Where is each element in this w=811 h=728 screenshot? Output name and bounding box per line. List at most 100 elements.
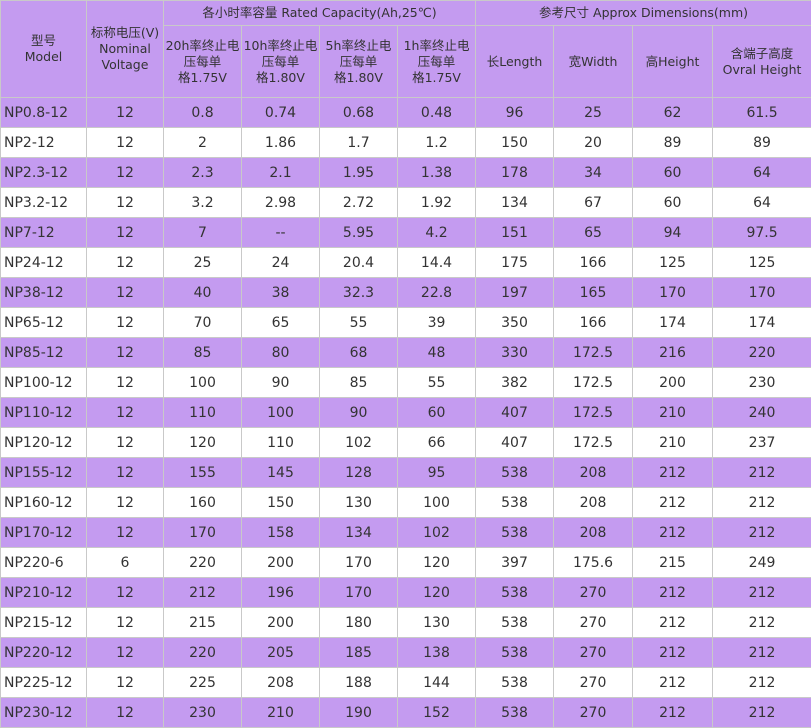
cell-width: 172.5	[554, 368, 633, 398]
cell-length: 407	[476, 428, 554, 458]
cell-width: 65	[554, 218, 633, 248]
header-model: 型号 Model	[1, 1, 87, 98]
cell-cap-20h: 220	[164, 548, 242, 578]
cell-cap-10h: 24	[242, 248, 320, 278]
cell-length: 397	[476, 548, 554, 578]
header-capacity-col-1-line: 压每单	[242, 54, 319, 70]
header-capacity-col-0-line: 压每单	[164, 54, 241, 70]
cell-cap-5h: 2.72	[320, 188, 398, 218]
cell-cap-10h: 90	[242, 368, 320, 398]
cell-cap-1h: 95	[398, 458, 476, 488]
cell-voltage: 12	[87, 398, 164, 428]
cell-voltage: 12	[87, 698, 164, 728]
cell-cap-10h: 80	[242, 338, 320, 368]
cell-model: NP155-12	[1, 458, 87, 488]
cell-cap-5h: 128	[320, 458, 398, 488]
header-capacity-col-2-line: 5h率终止电	[320, 38, 397, 54]
cell-cap-10h: 158	[242, 518, 320, 548]
cell-cap-10h: 210	[242, 698, 320, 728]
cell-overall-height: 212	[713, 518, 811, 548]
cell-cap-5h: 90	[320, 398, 398, 428]
cell-overall-height: 64	[713, 158, 811, 188]
cell-cap-10h: 38	[242, 278, 320, 308]
header-model-en: Model	[1, 49, 86, 65]
cell-overall-height: 212	[713, 458, 811, 488]
cell-cap-10h: 65	[242, 308, 320, 338]
cell-length: 538	[476, 488, 554, 518]
cell-voltage: 12	[87, 338, 164, 368]
cell-cap-20h: 110	[164, 398, 242, 428]
cell-cap-10h: 100	[242, 398, 320, 428]
cell-width: 67	[554, 188, 633, 218]
cell-height: 62	[633, 98, 713, 128]
cell-height: 212	[633, 488, 713, 518]
cell-width: 20	[554, 128, 633, 158]
cell-height: 212	[633, 608, 713, 638]
cell-cap-20h: 3.2	[164, 188, 242, 218]
cell-cap-5h: 134	[320, 518, 398, 548]
cell-length: 175	[476, 248, 554, 278]
cell-height: 216	[633, 338, 713, 368]
cell-length: 330	[476, 338, 554, 368]
cell-length: 197	[476, 278, 554, 308]
cell-height: 210	[633, 428, 713, 458]
cell-model: NP210-12	[1, 578, 87, 608]
cell-overall-height: 230	[713, 368, 811, 398]
cell-model: NP3.2-12	[1, 188, 87, 218]
cell-cap-20h: 70	[164, 308, 242, 338]
cell-cap-20h: 2	[164, 128, 242, 158]
cell-cap-1h: 66	[398, 428, 476, 458]
cell-length: 538	[476, 608, 554, 638]
cell-cap-10h: 0.74	[242, 98, 320, 128]
cell-voltage: 6	[87, 548, 164, 578]
cell-width: 34	[554, 158, 633, 188]
header-dimension-col-0-line: 长Length	[476, 54, 553, 70]
cell-length: 151	[476, 218, 554, 248]
cell-height: 125	[633, 248, 713, 278]
cell-cap-1h: 60	[398, 398, 476, 428]
cell-overall-height: 212	[713, 638, 811, 668]
cell-width: 172.5	[554, 398, 633, 428]
header-model-cn: 型号	[1, 33, 86, 49]
cell-height: 212	[633, 698, 713, 728]
cell-voltage: 12	[87, 278, 164, 308]
header-capacity-col-3: 1h率终止电压每单格1.75V	[398, 26, 476, 98]
cell-cap-20h: 0.8	[164, 98, 242, 128]
cell-cap-10h: 2.1	[242, 158, 320, 188]
cell-length: 96	[476, 98, 554, 128]
cell-width: 172.5	[554, 338, 633, 368]
cell-cap-10h: 205	[242, 638, 320, 668]
cell-height: 212	[633, 638, 713, 668]
cell-length: 382	[476, 368, 554, 398]
cell-cap-20h: 212	[164, 578, 242, 608]
cell-height: 60	[633, 158, 713, 188]
cell-width: 208	[554, 488, 633, 518]
cell-cap-20h: 225	[164, 668, 242, 698]
header-dimension-col-3-line: 含端子高度	[713, 46, 811, 62]
cell-length: 150	[476, 128, 554, 158]
header-capacity-col-2-line: 格1.80V	[320, 70, 397, 86]
cell-voltage: 12	[87, 458, 164, 488]
header-capacity-col-3-line: 压每单	[398, 54, 475, 70]
cell-length: 538	[476, 698, 554, 728]
cell-cap-5h: 185	[320, 638, 398, 668]
cell-cap-20h: 160	[164, 488, 242, 518]
cell-length: 538	[476, 668, 554, 698]
cell-overall-height: 125	[713, 248, 811, 278]
cell-model: NP220-6	[1, 548, 87, 578]
cell-model: NP2.3-12	[1, 158, 87, 188]
cell-cap-10h: 200	[242, 608, 320, 638]
header-capacity-col-2: 5h率终止电压每单格1.80V	[320, 26, 398, 98]
cell-model: NP120-12	[1, 428, 87, 458]
cell-cap-10h: 200	[242, 548, 320, 578]
cell-cap-10h: 110	[242, 428, 320, 458]
cell-cap-5h: 1.95	[320, 158, 398, 188]
